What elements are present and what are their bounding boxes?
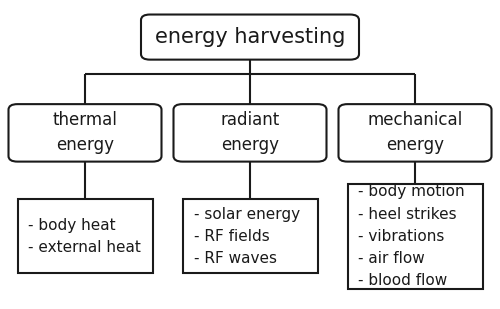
FancyBboxPatch shape	[141, 15, 359, 60]
Text: - body motion
- heel strikes
- vibrations
- air flow
- blood flow: - body motion - heel strikes - vibration…	[358, 184, 465, 288]
FancyBboxPatch shape	[174, 104, 326, 162]
Text: radiant
energy: radiant energy	[220, 111, 280, 154]
Text: - body heat
- external heat: - body heat - external heat	[28, 218, 142, 255]
Text: mechanical
energy: mechanical energy	[368, 111, 462, 154]
Text: energy harvesting: energy harvesting	[155, 27, 345, 47]
FancyBboxPatch shape	[8, 104, 162, 162]
FancyBboxPatch shape	[338, 104, 492, 162]
Bar	[182, 199, 318, 273]
Bar	[18, 199, 152, 273]
Text: - solar energy
- RF fields
- RF waves: - solar energy - RF fields - RF waves	[194, 207, 300, 266]
Text: thermal
energy: thermal energy	[52, 111, 118, 154]
Bar	[348, 184, 482, 289]
